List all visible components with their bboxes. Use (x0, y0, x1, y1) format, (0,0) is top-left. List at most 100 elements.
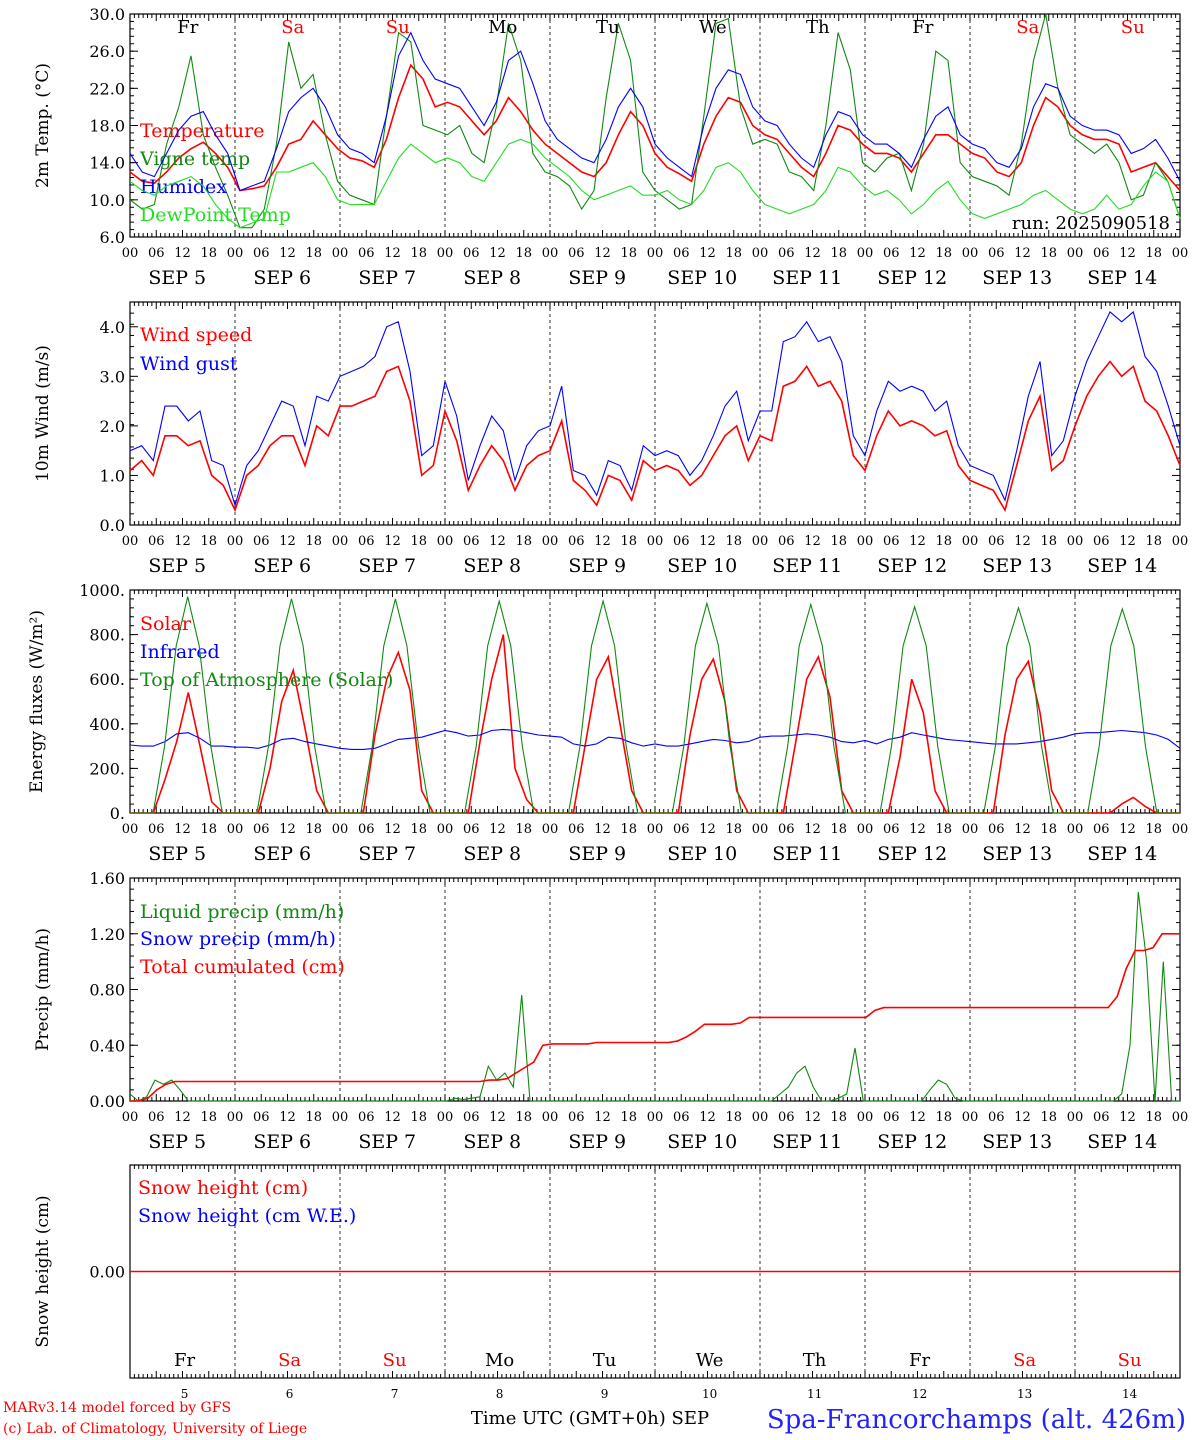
day-of-week-label: Su (383, 1350, 407, 1371)
hour-tick-label: 12 (489, 246, 506, 261)
hour-tick-label: 12 (174, 246, 191, 261)
hour-tick-label: 12 (279, 1110, 296, 1125)
date-label: SEP 10 (667, 843, 737, 865)
date-label: SEP 14 (1087, 555, 1157, 577)
hour-tick-label: 12 (279, 246, 296, 261)
hour-tick-label: 00 (332, 822, 349, 837)
y-tick-label: 14.0 (89, 154, 125, 173)
hour-tick-label: 06 (148, 1110, 165, 1125)
hour-tick-label: 06 (148, 822, 165, 837)
y-tick-label: 30.0 (89, 5, 125, 24)
day-of-week-label: We (699, 17, 727, 38)
hour-tick-label: 18 (305, 1110, 322, 1125)
hour-tick-label: 12 (1119, 246, 1136, 261)
hour-tick-label: 06 (253, 1110, 270, 1125)
series-line-3 (130, 596, 1180, 814)
y-axis-label: 10m Wind (m/s) (33, 345, 53, 482)
legend-entry: Liquid precip (mm/h) (140, 901, 344, 923)
hour-tick-label: 18 (1145, 1110, 1162, 1125)
hour-tick-label: 18 (410, 1110, 427, 1125)
hour-tick-label: 06 (883, 534, 900, 549)
date-label: SEP 11 (772, 267, 842, 289)
hour-tick-label: 00 (752, 1110, 769, 1125)
hour-tick-label: 12 (699, 246, 716, 261)
hour-tick-label: 00 (542, 534, 559, 549)
hour-tick-label: 06 (988, 822, 1005, 837)
legend-entry: Vigne temp (139, 148, 250, 170)
hour-tick-label: 00 (962, 822, 979, 837)
hour-tick-label: 06 (148, 246, 165, 261)
date-label: SEP 8 (463, 267, 521, 289)
hour-tick-label: 12 (909, 822, 926, 837)
hour-tick-label: 12 (804, 246, 821, 261)
day-number-label: 10 (702, 1387, 717, 1401)
hour-tick-label: 18 (935, 534, 952, 549)
day-of-week-label: Fr (909, 1350, 930, 1371)
day-of-week-label: We (696, 1350, 724, 1371)
date-label: SEP 7 (358, 267, 416, 289)
day-of-week-label: Sa (1013, 1350, 1036, 1371)
hour-tick-label: 06 (883, 1110, 900, 1125)
day-of-week-label: Sa (281, 17, 304, 38)
y-tick-label: 26.0 (89, 42, 125, 61)
hour-tick-label: 18 (935, 1110, 952, 1125)
date-label: SEP 6 (253, 555, 311, 577)
hour-tick-label: 06 (673, 822, 690, 837)
series-line-4 (129, 138, 1181, 229)
date-label: SEP 7 (358, 1131, 416, 1153)
hour-tick-label: 12 (1014, 1110, 1031, 1125)
hour-tick-label: 12 (594, 822, 611, 837)
legend-entry: Snow height (cm) (138, 1177, 308, 1199)
hour-tick-label: 12 (909, 1110, 926, 1125)
hour-tick-label: 00 (752, 822, 769, 837)
day-number-label: 7 (391, 1387, 399, 1401)
y-tick-label: 18.0 (89, 117, 125, 136)
date-label: SEP 14 (1087, 1131, 1157, 1153)
y-axis-label: Energy fluxes (W/m²) (27, 610, 47, 793)
hour-tick-label: 18 (830, 534, 847, 549)
y-tick-label: 2.0 (100, 417, 125, 436)
legend-entry: Total cumulated (cm) (140, 956, 345, 978)
hour-tick-label: 12 (699, 822, 716, 837)
date-label: SEP 9 (568, 267, 626, 289)
hour-tick-label: 12 (804, 534, 821, 549)
hour-tick-label: 06 (463, 822, 480, 837)
day-of-week-label: Sa (1016, 17, 1039, 38)
hour-tick-label: 00 (962, 534, 979, 549)
hour-tick-label: 18 (1145, 534, 1162, 549)
hour-tick-label: 18 (515, 822, 532, 837)
hour-tick-label: 12 (1014, 246, 1031, 261)
hour-tick-label: 18 (830, 1110, 847, 1125)
day-of-week-label: Tu (593, 1350, 617, 1371)
panel-5: 0.00 Snow height (cm) Snow height (cm) Snow… (33, 1164, 1181, 1401)
hour-tick-label: 12 (174, 534, 191, 549)
date-label: SEP 5 (148, 555, 206, 577)
hour-tick-label: 00 (647, 822, 664, 837)
hour-tick-label: 06 (673, 534, 690, 549)
day-number-label: 12 (912, 1387, 927, 1401)
legend-entry: Top of Atmosphere (Solar) (140, 669, 393, 691)
hour-tick-label: 00 (857, 534, 874, 549)
hour-tick-label: 12 (699, 534, 716, 549)
hour-tick-label: 12 (384, 1110, 401, 1125)
hour-tick-label: 12 (384, 246, 401, 261)
date-label: SEP 12 (877, 1131, 947, 1153)
hour-tick-label: 12 (279, 534, 296, 549)
y-axis-label: Snow height (cm) (33, 1195, 53, 1347)
y-tick-label: 0. (110, 804, 125, 823)
y-tick-label: 3.0 (100, 367, 125, 386)
hour-tick-label: 06 (253, 534, 270, 549)
y-tick-label: 400. (89, 715, 125, 734)
y-tick-label: 1000. (79, 581, 125, 600)
hour-tick-label: 00 (332, 1110, 349, 1125)
y-tick-label: 1.0 (100, 466, 125, 485)
day-number-label: 14 (1122, 1387, 1138, 1401)
hour-tick-label: 06 (1093, 1110, 1110, 1125)
date-label: SEP 14 (1087, 267, 1157, 289)
hour-tick-label: 00 (857, 1110, 874, 1125)
hour-tick-label: 18 (725, 822, 742, 837)
day-of-week-label: Th (803, 1350, 827, 1371)
hour-tick-label: 18 (410, 822, 427, 837)
hour-tick-label: 00 (1172, 246, 1189, 261)
hour-tick-label: 18 (1040, 1110, 1057, 1125)
